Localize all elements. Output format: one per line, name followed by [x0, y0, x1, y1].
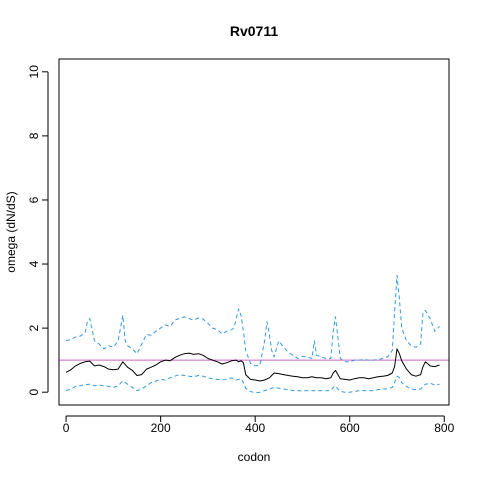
series-lower-interval-line	[65, 374, 440, 394]
axes: 0 200 400 600 800 0 2 4 6 8 10	[27, 65, 455, 435]
x-tick-label: 600	[340, 421, 360, 435]
chart-title: Rv0711	[230, 23, 278, 39]
y-tick-label: 10	[27, 65, 41, 79]
x-tick-label: 200	[151, 421, 171, 435]
y-tick-label: 8	[27, 132, 41, 139]
x-tick-label: 800	[434, 421, 454, 435]
y-tick-label: 0	[27, 389, 41, 396]
series-upper-interval-line	[65, 274, 440, 367]
plot-frame	[58, 58, 450, 406]
y-tick-label: 6	[27, 196, 41, 203]
y-tick-label: 2	[27, 324, 41, 331]
x-tick-label: 400	[245, 421, 265, 435]
plot-area	[59, 274, 449, 394]
series-estimate-line	[65, 348, 440, 382]
y-tick-label: 4	[27, 260, 41, 267]
y-axis-label: omega (dN/dS)	[4, 191, 18, 272]
x-tick-label: 0	[63, 421, 70, 435]
x-axis-label: codon	[238, 450, 271, 464]
